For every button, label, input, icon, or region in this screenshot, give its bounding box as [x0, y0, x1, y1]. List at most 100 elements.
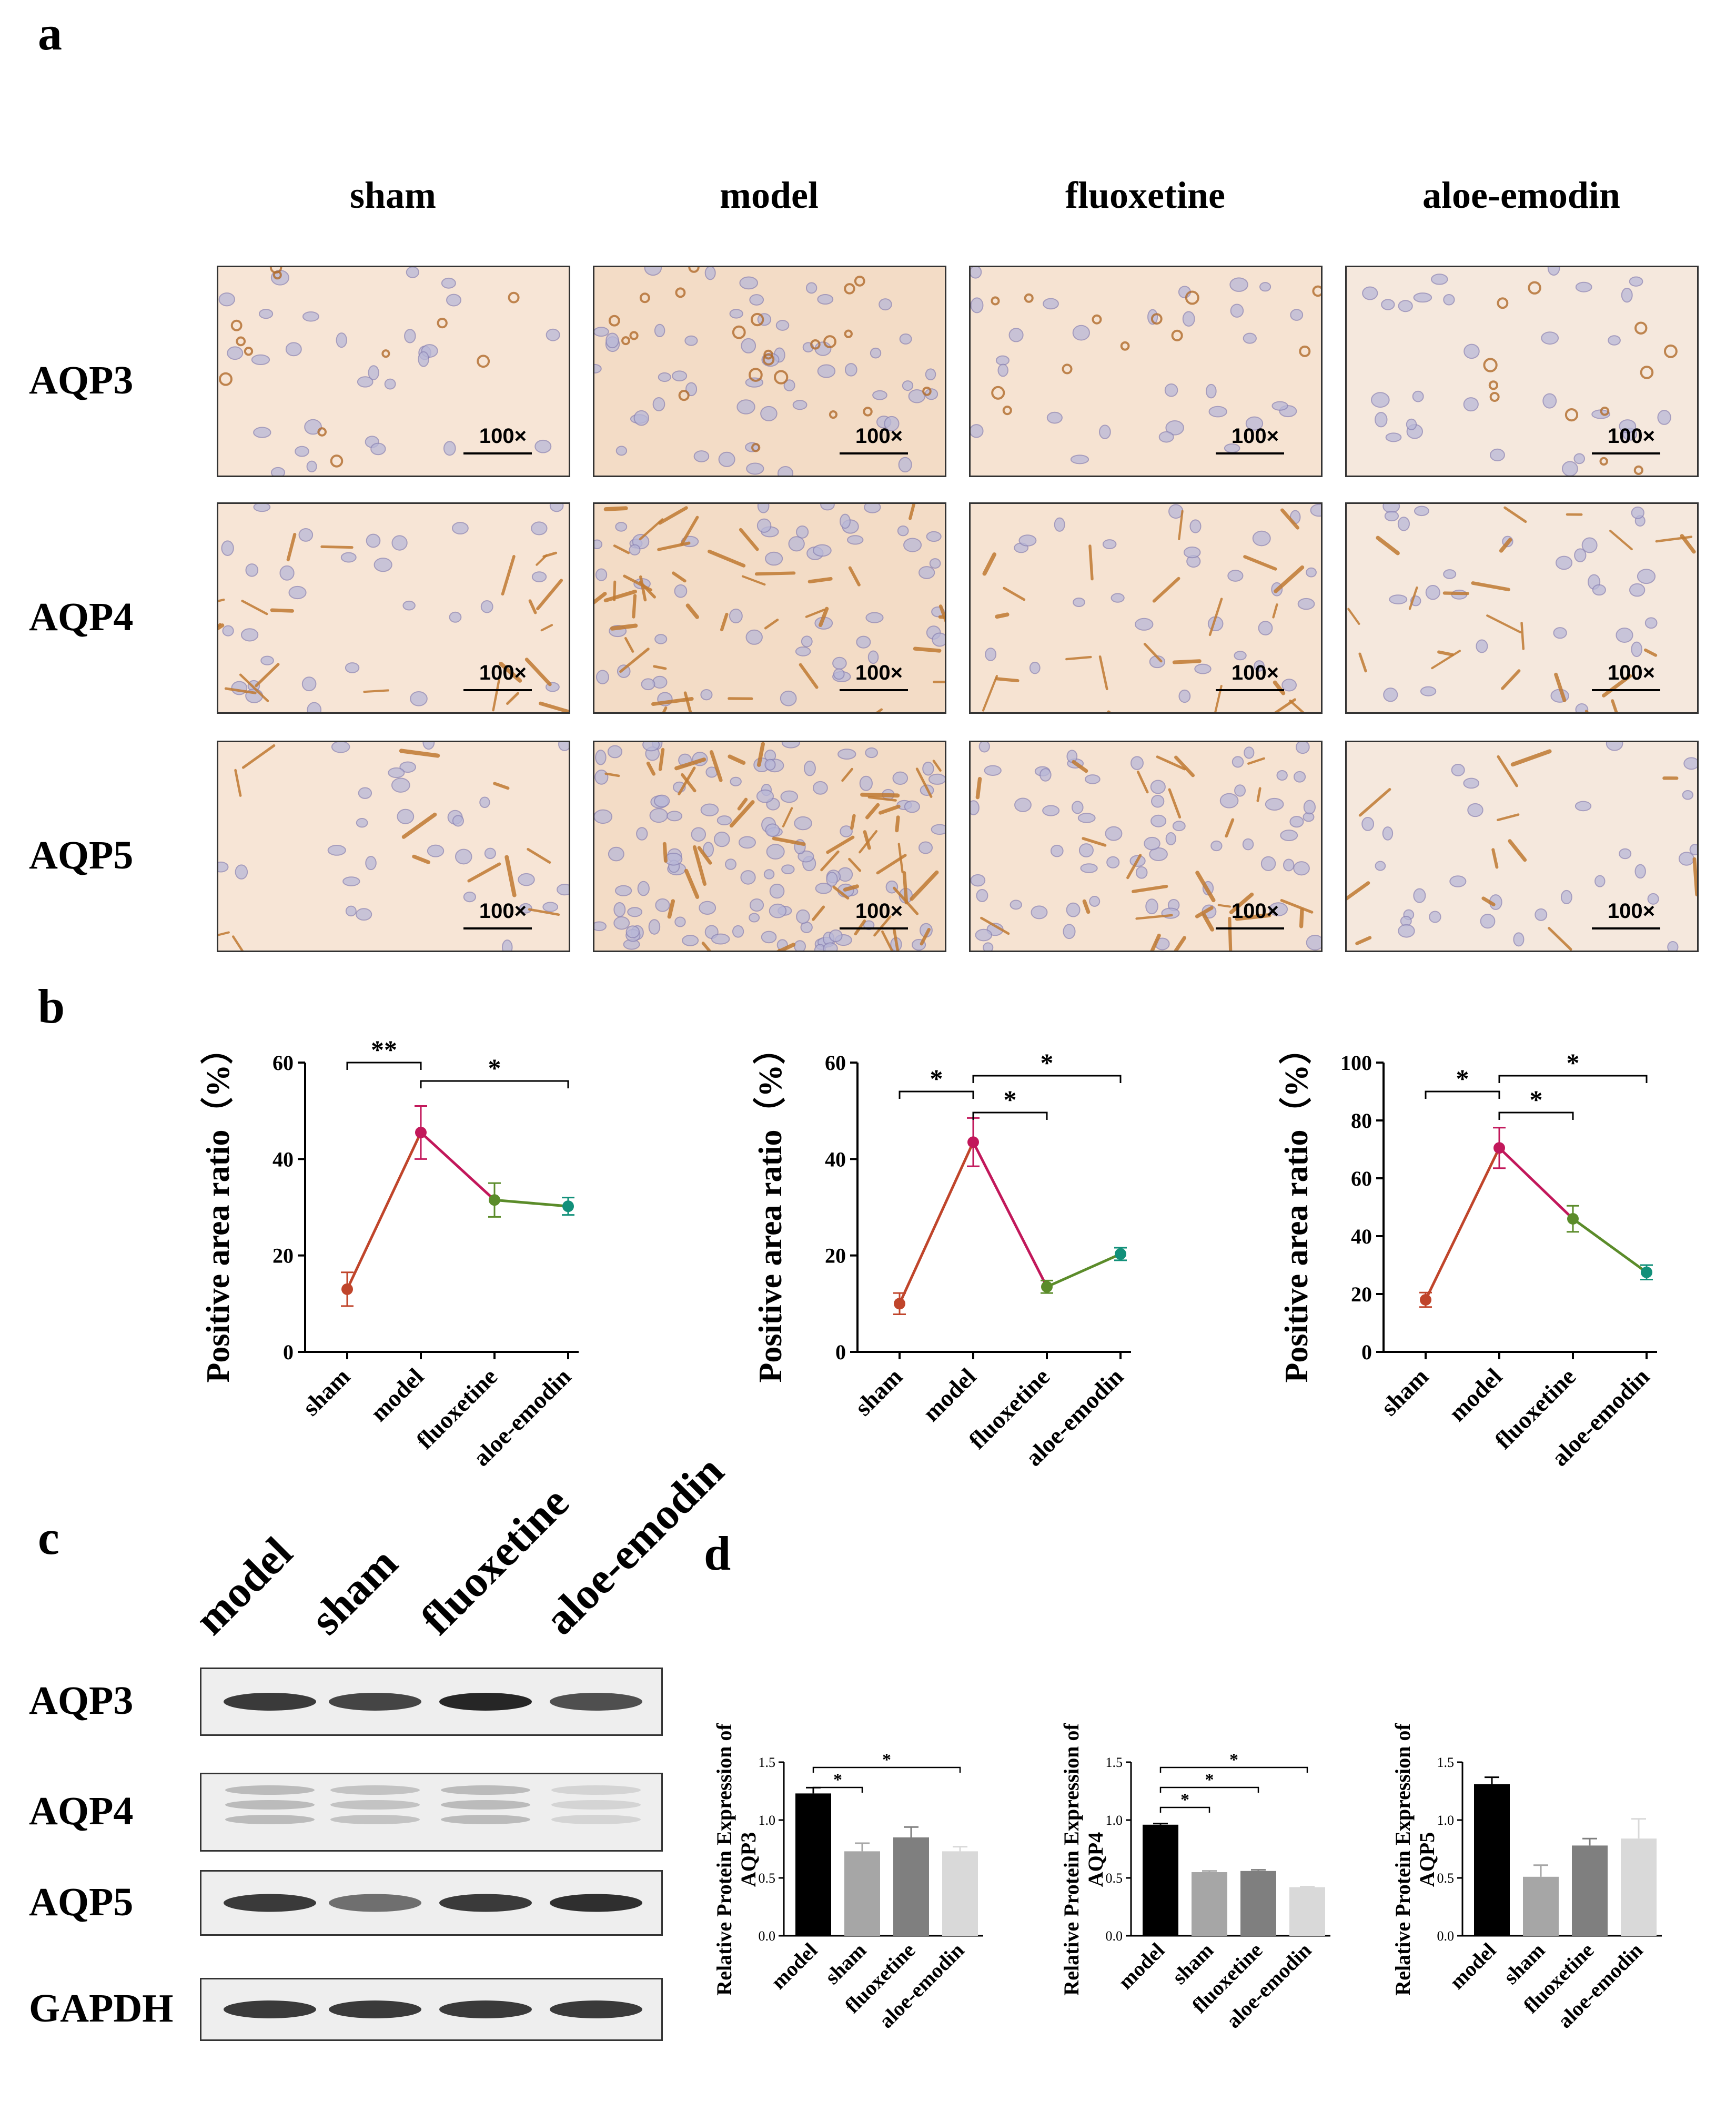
stained-cell [477, 355, 490, 368]
stained-vessel [658, 506, 688, 525]
cell-nucleus [765, 551, 783, 566]
protein-band [224, 1693, 316, 1711]
magnification-label: 100× [1607, 900, 1655, 923]
stained-vessel [603, 506, 628, 511]
significance-label: * [1567, 1048, 1580, 1077]
cell-nucleus [1050, 844, 1064, 857]
protein-band [224, 1894, 316, 1912]
bracket-line [1159, 1786, 1259, 1793]
cell-nucleus [892, 771, 909, 785]
stained-vessel [506, 692, 519, 705]
cell-nucleus [1375, 412, 1388, 428]
protein-band [441, 1785, 530, 1795]
stained-cell [1565, 408, 1579, 422]
stained-vessel [603, 590, 637, 603]
bracket-line [972, 1075, 1122, 1083]
cell-nucleus [713, 831, 730, 847]
y-tick-label: 0.0 [759, 1928, 776, 1944]
cell-nucleus [844, 363, 857, 377]
stained-vessel [848, 566, 861, 587]
stained-cell [750, 312, 764, 327]
x-tick-label: model [1445, 1938, 1501, 1994]
cell-nucleus [879, 298, 892, 311]
protein-band [224, 2000, 316, 2018]
cell-nucleus [627, 907, 643, 917]
stained-vessel [1247, 757, 1265, 765]
stained-vessel [1510, 749, 1552, 767]
stained-vessel [776, 943, 796, 951]
cell-nucleus [1042, 805, 1060, 816]
cell-nucleus [997, 363, 1008, 377]
stained-vessel [932, 760, 942, 772]
cell-nucleus [1182, 311, 1195, 327]
cell-nucleus [674, 916, 686, 927]
cell-nucleus [531, 571, 547, 582]
cell-nucleus [1208, 406, 1227, 418]
stained-vessel [363, 689, 389, 693]
stained-cell [1002, 406, 1012, 416]
cell-nucleus [1243, 332, 1257, 344]
cell-nucleus [637, 881, 650, 896]
stained-vessel [909, 504, 916, 520]
series-line-segment [898, 1141, 975, 1305]
row-header-AQP3: AQP3 [29, 358, 134, 402]
cell-nucleus [594, 539, 603, 549]
stained-cell [1600, 406, 1610, 416]
stained-vessel [1272, 603, 1278, 619]
cell-nucleus [1145, 898, 1158, 915]
protein-band [439, 1894, 532, 1912]
cell-nucleus [614, 885, 632, 896]
cell-nucleus [829, 929, 843, 942]
bar-chart-aqp4: 0.00.51.01.5modelshamfluoxetinealoe-emod… [1059, 1723, 1330, 2033]
stained-vessel [741, 575, 766, 586]
cell-nucleus [926, 531, 942, 542]
bracket-line [420, 1080, 569, 1088]
stained-vessel [536, 554, 548, 566]
cell-nucleus [1085, 774, 1101, 784]
cell-nucleus [846, 535, 864, 545]
cell-nucleus [1637, 569, 1656, 584]
cell-nucleus [1014, 797, 1032, 812]
cell-nucleus [636, 827, 648, 841]
cell-nucleus [594, 921, 607, 932]
significance-label: * [882, 1750, 891, 1770]
bar [1621, 1838, 1657, 1936]
stained-vessel [1499, 538, 1512, 553]
protein-band [550, 1894, 642, 1912]
y-tick-label: 20 [825, 1244, 846, 1268]
stained-vessel [499, 661, 522, 683]
stained-vessel [674, 757, 706, 771]
micrograph-texture [594, 267, 938, 476]
y-tick-label: 0 [1361, 1340, 1372, 1364]
x-tick-label: model [917, 1363, 981, 1427]
y-axis-label-line2: AQP3 [736, 1832, 760, 1887]
stained-vessel [539, 701, 569, 712]
stained-cell [1634, 321, 1648, 335]
cell-nucleus [1293, 861, 1310, 876]
cell-nucleus [738, 836, 756, 849]
cell-nucleus [1547, 267, 1560, 276]
cell-nucleus [711, 933, 730, 945]
cell-nucleus [1463, 397, 1479, 412]
cell-nucleus [1535, 908, 1548, 921]
column-header-fluoxetine: fluoxetine [1065, 174, 1225, 216]
cell-nucleus [766, 844, 785, 860]
cell-nucleus [1490, 448, 1505, 461]
cell-nucleus [699, 901, 716, 915]
cell-nucleus [794, 940, 806, 951]
cell-nucleus [1429, 911, 1441, 923]
cell-nucleus [1381, 299, 1395, 310]
y-axis-label: Positive area ratio（%） [1278, 1032, 1315, 1383]
cell-nucleus [1553, 627, 1567, 639]
stained-vessel [709, 750, 723, 782]
stained-vessel [604, 772, 620, 777]
stained-vessel [401, 812, 437, 839]
stained-vessel [832, 885, 850, 900]
stained-vessel [1280, 899, 1314, 914]
cell-nucleus [995, 355, 1010, 366]
cell-nucleus [1189, 519, 1202, 533]
y-tick-label: 100 [1340, 1051, 1372, 1075]
stained-cell [1599, 457, 1608, 466]
cell-nucleus [594, 363, 602, 373]
